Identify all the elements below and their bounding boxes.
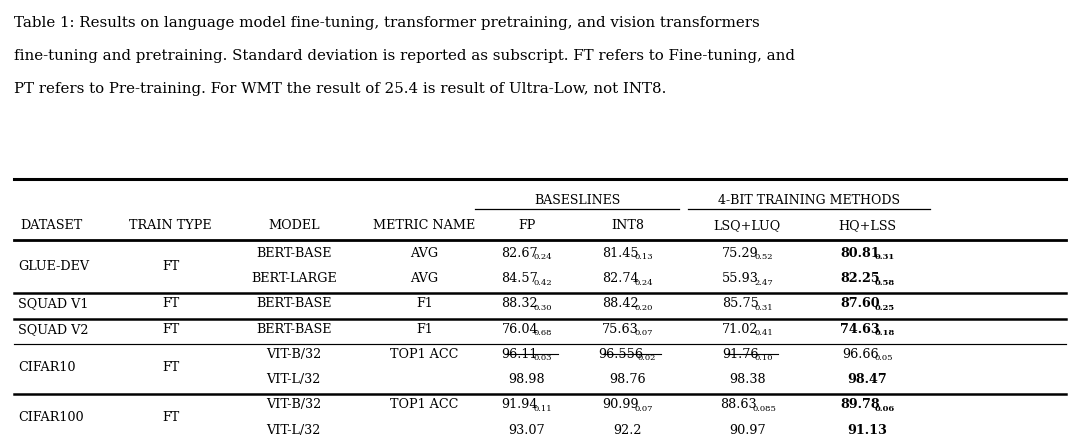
Text: TOP1 ACC: TOP1 ACC [390, 398, 459, 412]
Text: 93.07: 93.07 [509, 424, 545, 437]
Text: BERT-BASE: BERT-BASE [256, 297, 332, 311]
Text: 0.02: 0.02 [637, 354, 656, 362]
Text: 0.30: 0.30 [534, 304, 553, 312]
Text: DATASET: DATASET [21, 219, 83, 233]
Text: 88.42: 88.42 [602, 297, 638, 311]
Text: SQUAD V1: SQUAD V1 [18, 297, 89, 311]
Text: 88.32: 88.32 [501, 297, 538, 311]
Text: 0.07: 0.07 [634, 329, 653, 337]
Text: VIT-L/32: VIT-L/32 [267, 424, 321, 437]
Text: 90.97: 90.97 [729, 424, 766, 437]
Text: fine-tuning and pretraining. Standard deviation is reported as subscript. FT ref: fine-tuning and pretraining. Standard de… [14, 49, 795, 63]
Text: BASESLINES: BASESLINES [535, 194, 620, 207]
Text: 71.02: 71.02 [723, 323, 758, 336]
Text: VIT-B/32: VIT-B/32 [266, 348, 322, 361]
Text: 0.31: 0.31 [754, 304, 773, 312]
Text: F1: F1 [416, 297, 433, 311]
Text: 0.31: 0.31 [874, 253, 894, 261]
Text: AVG: AVG [410, 247, 438, 260]
Text: MODEL: MODEL [268, 219, 320, 233]
Text: 0.05: 0.05 [874, 354, 893, 362]
Text: INT8: INT8 [611, 219, 644, 233]
Text: 0.24: 0.24 [534, 253, 553, 261]
Text: 91.94: 91.94 [502, 398, 538, 412]
Text: 98.47: 98.47 [848, 373, 887, 386]
Text: FP: FP [518, 219, 536, 233]
Text: 98.76: 98.76 [609, 373, 646, 386]
Text: METRIC NAME: METRIC NAME [374, 219, 475, 233]
Text: FT: FT [162, 260, 179, 272]
Text: HQ+LSS: HQ+LSS [838, 219, 896, 233]
Text: 82.67: 82.67 [501, 247, 538, 260]
Text: 0.42: 0.42 [534, 279, 553, 287]
Text: CIFAR10: CIFAR10 [18, 361, 76, 373]
Text: 98.38: 98.38 [729, 373, 766, 386]
Text: VIT-L/32: VIT-L/32 [267, 373, 321, 386]
Text: 0.41: 0.41 [754, 329, 773, 337]
Text: AVG: AVG [410, 272, 438, 285]
Text: 88.63: 88.63 [720, 398, 757, 412]
Text: 75.63: 75.63 [602, 323, 638, 336]
Text: VIT-B/32: VIT-B/32 [266, 398, 322, 412]
Text: CIFAR100: CIFAR100 [18, 411, 84, 424]
Text: 96.11: 96.11 [502, 348, 538, 361]
Text: 2.47: 2.47 [754, 279, 773, 287]
Text: PT refers to Pre-training. For WMT the result of 25.4 is result of Ultra-Low, no: PT refers to Pre-training. For WMT the r… [14, 82, 666, 96]
Text: 82.25: 82.25 [840, 272, 880, 285]
Text: 0.18: 0.18 [874, 329, 894, 337]
Text: 80.81: 80.81 [840, 247, 880, 260]
Text: 0.085: 0.085 [753, 405, 777, 413]
Text: 98.98: 98.98 [509, 373, 545, 386]
Text: 0.10: 0.10 [754, 354, 773, 362]
Text: 91.76: 91.76 [723, 348, 758, 361]
Text: 0.07: 0.07 [634, 405, 653, 413]
Text: 96.66: 96.66 [841, 348, 878, 361]
Text: 91.13: 91.13 [848, 424, 887, 437]
Text: BERT-LARGE: BERT-LARGE [251, 272, 337, 285]
Text: SQUAD V2: SQUAD V2 [18, 323, 89, 336]
Text: 89.78: 89.78 [840, 398, 880, 412]
Text: 0.58: 0.58 [874, 279, 894, 287]
Text: 0.25: 0.25 [874, 304, 894, 312]
Text: FT: FT [162, 323, 179, 336]
Text: 0.20: 0.20 [634, 304, 652, 312]
Text: BERT-BASE: BERT-BASE [256, 323, 332, 336]
Text: F1: F1 [416, 323, 433, 336]
Text: 0.24: 0.24 [634, 279, 653, 287]
Text: FT: FT [162, 411, 179, 424]
Text: 0.06: 0.06 [874, 405, 894, 413]
Text: Table 1: Results on language model fine-tuning, transformer pretraining, and vis: Table 1: Results on language model fine-… [14, 16, 760, 30]
Text: 0.68: 0.68 [534, 329, 553, 337]
Text: 74.63: 74.63 [840, 323, 880, 336]
Text: FT: FT [162, 361, 179, 373]
Text: 84.57: 84.57 [501, 272, 538, 285]
Text: 90.99: 90.99 [602, 398, 638, 412]
Text: 55.93: 55.93 [721, 272, 758, 285]
Text: TRAIN TYPE: TRAIN TYPE [130, 219, 212, 233]
Text: TOP1 ACC: TOP1 ACC [390, 348, 459, 361]
Text: 81.45: 81.45 [602, 247, 638, 260]
Text: 4-BIT TRAINING METHODS: 4-BIT TRAINING METHODS [718, 194, 900, 207]
Text: 0.03: 0.03 [534, 354, 553, 362]
Text: 0.52: 0.52 [754, 253, 773, 261]
Text: 75.29: 75.29 [721, 247, 758, 260]
Text: 0.11: 0.11 [534, 405, 553, 413]
Text: 76.04: 76.04 [501, 323, 538, 336]
Text: 96.556: 96.556 [598, 348, 643, 361]
Text: 87.60: 87.60 [840, 297, 880, 311]
Text: FT: FT [162, 297, 179, 311]
Text: BERT-BASE: BERT-BASE [256, 247, 332, 260]
Text: 92.2: 92.2 [613, 424, 642, 437]
Text: 0.13: 0.13 [634, 253, 653, 261]
Text: 82.74: 82.74 [602, 272, 638, 285]
Text: LSQ+LUQ: LSQ+LUQ [714, 219, 781, 233]
Text: 85.75: 85.75 [721, 297, 758, 311]
Text: GLUE-DEV: GLUE-DEV [18, 260, 90, 272]
